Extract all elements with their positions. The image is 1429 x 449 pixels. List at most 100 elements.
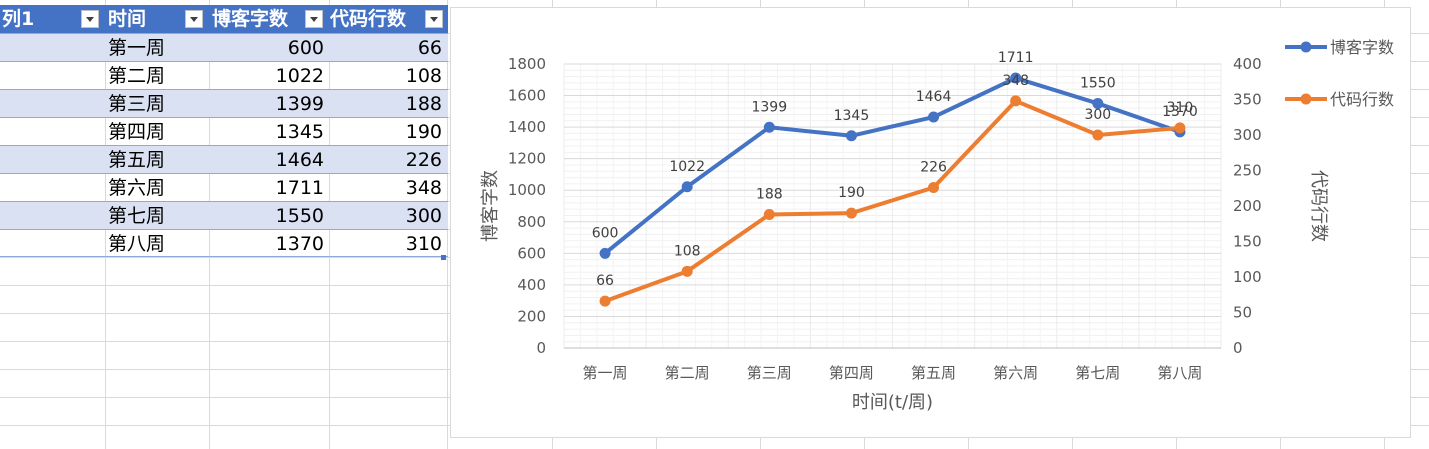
cell-blog-words[interactable]: 600 <box>287 37 324 59</box>
cell-time[interactable]: 第七周 <box>108 205 166 227</box>
data-label: 226 <box>920 160 947 176</box>
cell-code-lines[interactable]: 190 <box>405 121 442 143</box>
data-point <box>845 207 857 219</box>
filter-dropdown-icon[interactable] <box>185 10 203 28</box>
cell-blog-words[interactable]: 1370 <box>275 233 324 255</box>
data-label: 348 <box>1002 73 1029 89</box>
data-label: 1345 <box>834 108 870 124</box>
data-point <box>928 182 940 194</box>
cell-blog-words[interactable]: 1711 <box>275 177 324 199</box>
table-resize-handle[interactable] <box>441 255 446 260</box>
cell-col1[interactable] <box>2 202 104 230</box>
data-point <box>763 121 775 133</box>
data-label: 1550 <box>1080 75 1116 91</box>
cell-blog-words[interactable]: 1345 <box>275 121 324 143</box>
header-time[interactable]: 时间 <box>108 8 147 30</box>
cell-code-lines[interactable]: 188 <box>405 93 442 115</box>
cell-time[interactable]: 第四周 <box>108 121 166 143</box>
x-tick-label: 第七周 <box>1075 364 1120 382</box>
y-tick-label: 1000 <box>508 181 546 199</box>
cell-code-lines[interactable]: 108 <box>405 65 442 87</box>
cell-time[interactable]: 第一周 <box>108 37 166 59</box>
table-header-row: 列1 时间 博客字数 代码行数 <box>0 5 448 33</box>
x-tick-label: 第六周 <box>993 364 1038 382</box>
x-tick-label: 第二周 <box>665 364 710 382</box>
data-label: 310 <box>1167 100 1194 116</box>
data-label: 108 <box>674 243 701 259</box>
table-row: 第五周 1464 226 <box>0 145 448 173</box>
cell-time[interactable]: 第三周 <box>108 93 166 115</box>
y2-tick-label: 0 <box>1233 339 1243 357</box>
data-point <box>599 247 611 259</box>
filter-dropdown-icon[interactable] <box>81 10 99 28</box>
data-point <box>1010 72 1022 84</box>
y-tick-label: 400 <box>517 276 546 294</box>
line-chart[interactable]: 0 200 400 600 800 1000 1200 1400 1600 1800 0 50 100 1… <box>450 7 1411 438</box>
data-point <box>1092 97 1104 109</box>
cell-code-lines[interactable]: 348 <box>405 177 442 199</box>
filter-dropdown-icon[interactable] <box>305 10 323 28</box>
cell-col1[interactable] <box>2 230 104 258</box>
cell-code-lines[interactable]: 226 <box>405 149 442 171</box>
table-row: 第一周 600 66 <box>0 33 448 61</box>
data-point <box>681 265 693 277</box>
header-blog-words[interactable]: 博客字数 <box>212 8 289 30</box>
table-row: 第四周 1345 190 <box>0 117 448 145</box>
cell-code-lines[interactable]: 300 <box>405 205 442 227</box>
legend-label: 代码行数 <box>1330 90 1394 109</box>
cell-col1[interactable] <box>2 34 104 62</box>
table-row: 第六周 1711 348 <box>0 173 448 201</box>
y-tick-label: 1200 <box>508 150 546 168</box>
y2-tick-label: 150 <box>1233 233 1262 251</box>
data-point <box>845 130 857 142</box>
cell-blog-words[interactable]: 1464 <box>275 149 324 171</box>
header-code-lines[interactable]: 代码行数 <box>330 8 407 30</box>
y2-tick-label: 100 <box>1233 268 1262 286</box>
cell-code-lines[interactable]: 310 <box>405 233 442 255</box>
y-tick-label: 800 <box>517 213 546 231</box>
cell-blog-words[interactable]: 1022 <box>275 65 324 87</box>
data-label: 188 <box>756 187 783 203</box>
cell-time[interactable]: 第八周 <box>108 233 166 255</box>
legend-label: 博客字数 <box>1330 38 1394 57</box>
y2-tick-label: 250 <box>1233 162 1262 180</box>
cell-blog-words[interactable]: 1550 <box>275 205 324 227</box>
data-label: 600 <box>592 225 619 241</box>
y-tick-label: 1400 <box>508 118 546 136</box>
cell-col1[interactable] <box>2 174 104 202</box>
cell-col1[interactable] <box>2 146 104 174</box>
legend-marker <box>1300 93 1312 105</box>
data-label: 1711 <box>998 50 1034 66</box>
cell-code-lines[interactable]: 66 <box>417 37 442 59</box>
y-tick-label: 600 <box>517 244 546 262</box>
cell-col1[interactable] <box>2 62 104 90</box>
data-table: 列1 时间 博客字数 代码行数 第一周 600 66 第二周 1022 108 第三周 139… <box>0 5 448 260</box>
table-row: 第七周 1550 300 <box>0 201 448 229</box>
chart-plot: 0 200 400 600 800 1000 1200 1400 1600 1800 0 50 100 1… <box>480 38 1394 413</box>
table-row: 第三周 1399 188 <box>0 89 448 117</box>
filter-dropdown-icon[interactable] <box>425 10 443 28</box>
y2-tick-label: 400 <box>1233 55 1262 73</box>
data-point <box>928 111 940 123</box>
y-tick-label: 1800 <box>508 55 546 73</box>
data-label: 66 <box>596 273 614 289</box>
x-tick-label: 第一周 <box>583 364 628 382</box>
data-label: 1399 <box>751 99 787 115</box>
cell-time[interactable]: 第五周 <box>108 149 166 171</box>
cell-col1[interactable] <box>2 118 104 146</box>
cell-time[interactable]: 第二周 <box>108 65 166 87</box>
series-line <box>604 98 1181 304</box>
cell-blog-words[interactable]: 1399 <box>275 93 324 115</box>
data-label: 1022 <box>669 159 705 175</box>
cell-time[interactable]: 第六周 <box>108 177 166 199</box>
y2-tick-label: 50 <box>1233 304 1252 322</box>
table-row: 第八周 1370 310 <box>0 229 448 257</box>
data-point <box>1174 122 1186 134</box>
table-row: 第二周 1022 108 <box>0 61 448 89</box>
header-col1[interactable]: 列1 <box>2 8 35 30</box>
y2-axis-title: 代码行数 <box>1308 170 1329 242</box>
y2-tick-label: 200 <box>1233 197 1262 215</box>
y2-tick-label: 350 <box>1233 91 1262 109</box>
x-tick-label: 第五周 <box>911 364 956 382</box>
cell-col1[interactable] <box>2 90 104 118</box>
